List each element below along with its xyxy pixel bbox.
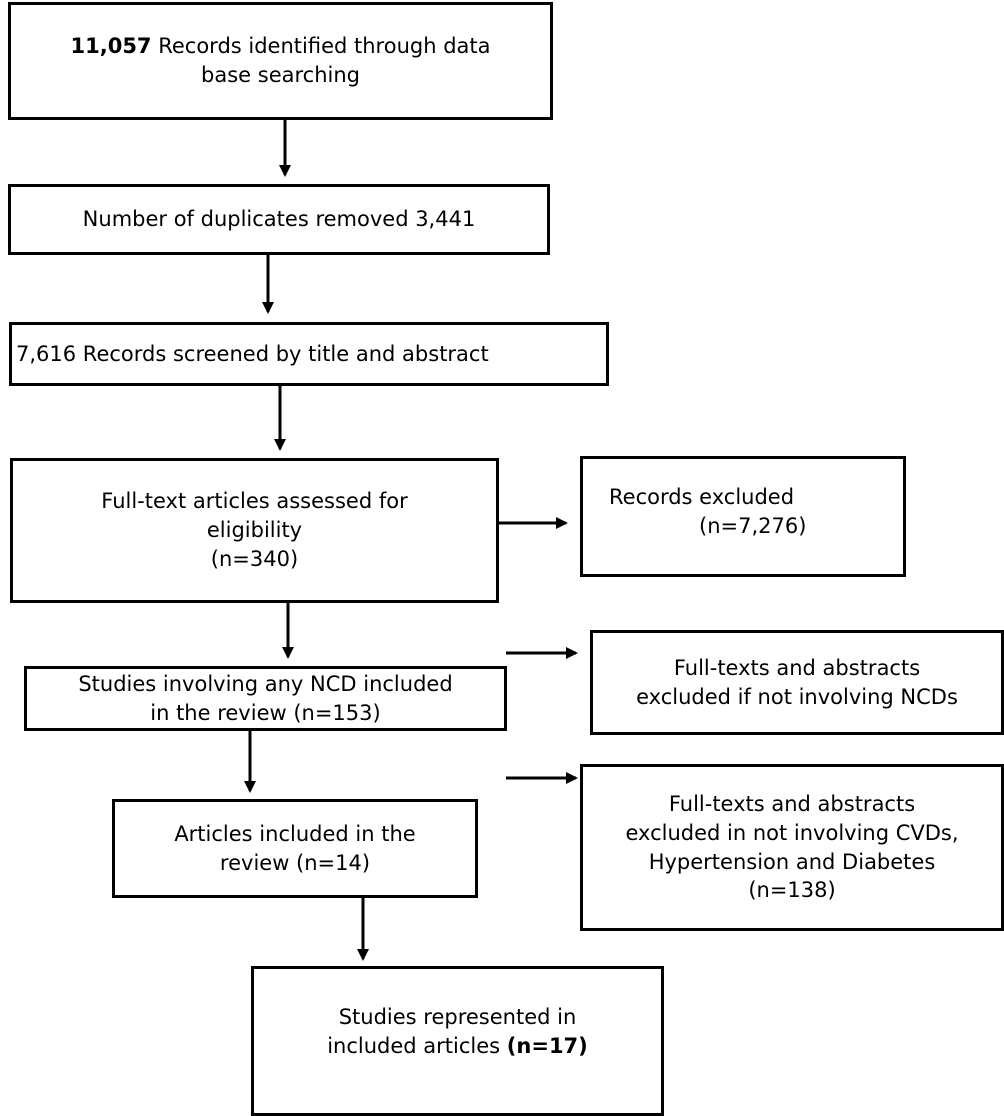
records-identified-text: Records identified through data base sea… [158,34,491,87]
articles-included-text: Articles included in the review (n=14) [174,821,416,875]
records-excluded-count: (n=7,276) [699,513,807,538]
records-identified-count: 11,057 [70,34,152,59]
articles-included-box: Articles included in the review (n=14) [112,799,478,898]
studies-represented-text: Studies represented in included articles [327,1005,577,1058]
duplicates-removed-text: Number of duplicates removed 3,441 [82,207,476,232]
excluded-cvd-box: Full-texts and abstracts excluded in not… [580,764,1004,931]
records-excluded-label: Records excluded [609,485,795,509]
fulltext-assessed-text: Full-text articles assessed for eligibil… [101,489,408,571]
duplicates-removed-box: Number of duplicates removed 3,441 [8,184,550,255]
excluded-cvd-text: Full-texts and abstracts excluded in not… [625,791,959,903]
ncd-studies-box: Studies involving any NCD included in th… [24,666,507,731]
records-screened-text: 7,616 Records screened by title and abst… [16,341,489,366]
ncd-studies-text: Studies involving any NCD included in th… [78,671,453,725]
studies-represented-count: (n=17) [506,1033,588,1058]
records-excluded-box: Records excluded (n=7,276) [580,456,906,577]
records-identified-box: 11,057 Records identified through data b… [8,2,553,120]
records-screened-box: 7,616 Records screened by title and abst… [9,322,609,386]
studies-represented-box: Studies represented in included articles… [251,966,664,1116]
fulltext-assessed-box: Full-text articles assessed for eligibil… [10,458,499,603]
excluded-ncd-box: Full-texts and abstracts excluded if not… [590,630,1004,735]
excluded-ncd-text: Full-texts and abstracts excluded if not… [636,655,958,709]
